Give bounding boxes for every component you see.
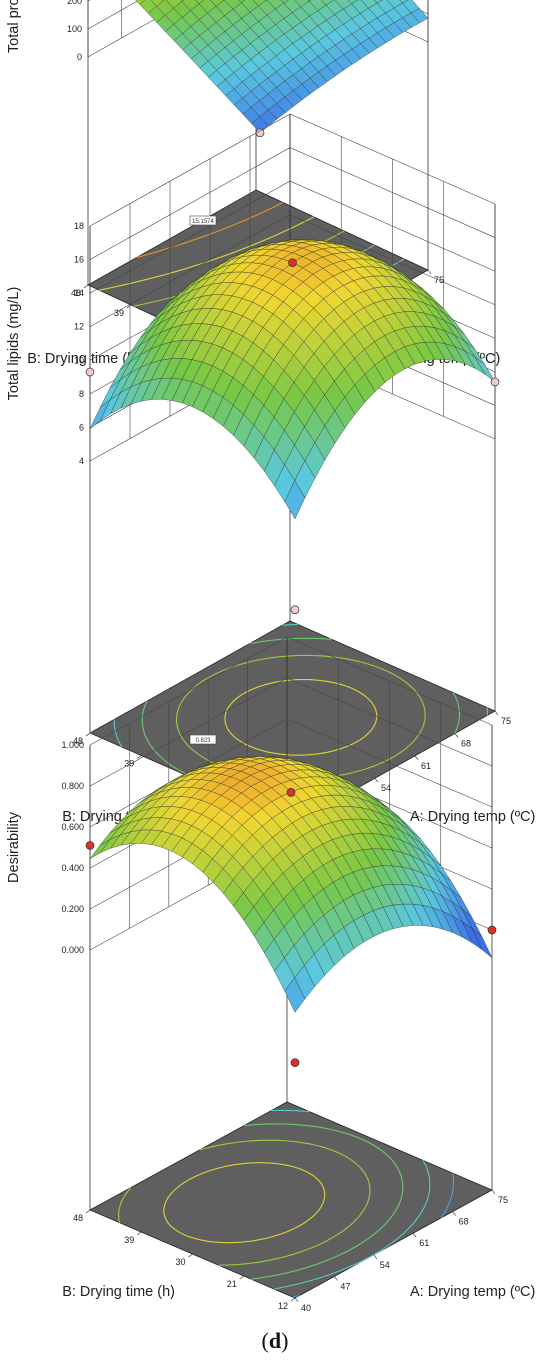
x-tick [294, 1297, 299, 1303]
z-tick-label: 18 [74, 221, 84, 231]
design-point [255, 128, 265, 138]
value-flag-text: 15.1574 [192, 219, 214, 225]
design-point [487, 925, 497, 935]
z-tick-label: 6 [79, 422, 84, 432]
panel-d: 0.000 0.200 0.400 0.600 0.800 1.000 40 47 54 61 68… [0, 636, 550, 1361]
z-tick-label: 8 [79, 389, 84, 399]
value-flag: 0.823 [189, 734, 217, 745]
design-point [290, 605, 300, 615]
x-tick [374, 778, 379, 783]
x-tick [427, 269, 432, 275]
z-tick-label: 100 [67, 24, 82, 34]
y-tick [290, 1297, 296, 1302]
z-tick-label: 0.400 [61, 863, 84, 873]
design-point [490, 377, 500, 387]
y-tick [126, 304, 132, 309]
contour-line [244, 1123, 404, 1280]
surface-cell [373, 0, 383, 4]
x-tick [494, 710, 499, 716]
z-tick-label: 16 [74, 255, 84, 265]
response-surface [89, 756, 493, 1013]
contour-line [224, 678, 378, 756]
y-tick-label: 48 [73, 1213, 83, 1223]
z-tick-label: 12 [74, 322, 84, 332]
x-tick-label: 40 [301, 1303, 311, 1313]
x-tick [491, 1189, 496, 1195]
y-tick-label: 12 [278, 1301, 288, 1311]
design-point [85, 367, 95, 377]
design-point [288, 258, 297, 268]
x-tick-label: 68 [459, 1217, 469, 1227]
x-tick [412, 1233, 417, 1238]
y-tick [239, 1275, 244, 1280]
surface-cell [284, 480, 306, 520]
contour-line [271, 1109, 431, 1290]
surface-cell [135, 0, 146, 5]
x-tick-label: 47 [340, 1281, 350, 1291]
z-tick-label: 14 [74, 288, 84, 298]
x-tick-label: 61 [419, 1238, 429, 1248]
surface-cell [195, 0, 205, 5]
x-tick [334, 1276, 338, 1281]
x-tick [452, 1211, 456, 1216]
contour-line [292, 1173, 455, 1298]
x-tick [373, 1254, 378, 1259]
z-axis-label: Total proteins (mg/L) [6, 0, 22, 53]
z-tick-label: 200 [67, 0, 82, 6]
y-tick-label: 39 [124, 1235, 134, 1245]
x-tick-label: 68 [461, 738, 471, 748]
x-tick [454, 733, 459, 738]
x-tick-label: 75 [501, 716, 511, 726]
surface-plot-desirability: 0.000 0.200 0.400 0.600 0.800 1.000 40 47 54 61 68… [6, 636, 535, 1313]
x-tick-label: 54 [381, 783, 391, 793]
y-tick-label: 30 [175, 1257, 185, 1267]
z-tick-label: 0.800 [61, 781, 84, 791]
surface-cell [180, 0, 185, 2]
response-surface [135, 0, 429, 134]
x-tick [414, 755, 419, 760]
z-axis-label: Total lipids (mg/L) [6, 287, 22, 401]
z-tick-label: 4 [79, 456, 84, 466]
y-axis-label: B: Drying time (h) [62, 1284, 175, 1300]
response-surface [89, 239, 496, 520]
design-point [286, 788, 296, 797]
x-axis-label: A: Drying temp (ºC) [410, 809, 535, 825]
y-tick [137, 755, 142, 759]
contour-line [99, 216, 315, 291]
value-flag-text: 0.823 [195, 738, 211, 744]
x-tick-label: 61 [421, 761, 431, 771]
y-tick [188, 1253, 193, 1258]
y-tick [137, 1231, 142, 1236]
z-tick-label: 0.000 [61, 945, 84, 955]
y-tick-label: 21 [227, 1279, 237, 1289]
design-point [290, 1058, 300, 1067]
y-tick-label: 48 [73, 736, 83, 746]
y-tick-label: 48 [71, 288, 81, 298]
y-tick [85, 732, 91, 737]
panel-label-d: (d) [261, 1328, 289, 1353]
x-tick-label: 54 [380, 1260, 390, 1270]
value-flag-box [189, 215, 217, 226]
x-tick-label: 75 [498, 1195, 508, 1205]
z-tick-label: 0.600 [61, 822, 84, 832]
surface-cell [280, 0, 289, 4]
y-tick-label: 39 [114, 308, 124, 318]
z-tick-label: 0.200 [61, 904, 84, 914]
z-tick-label: 0 [77, 52, 82, 62]
surface-cell [238, 0, 246, 4]
value-flag: 15.1574 [189, 215, 217, 226]
x-axis-label: A: Drying temp (ºC) [410, 1284, 535, 1300]
z-tick-label: 10 [74, 355, 84, 365]
z-tick-label: 1.000 [61, 740, 84, 750]
z-axis-label: Desirability [6, 811, 22, 883]
y-tick [83, 284, 89, 289]
contour-line [118, 1139, 371, 1266]
value-flag-box [189, 734, 217, 745]
design-point [85, 841, 95, 850]
y-axis-label: B: Drying time (h) [27, 351, 140, 367]
contour-floor [89, 1101, 493, 1299]
surface-cell [284, 977, 306, 1013]
contour-line [163, 1162, 326, 1244]
y-tick [85, 1209, 91, 1214]
